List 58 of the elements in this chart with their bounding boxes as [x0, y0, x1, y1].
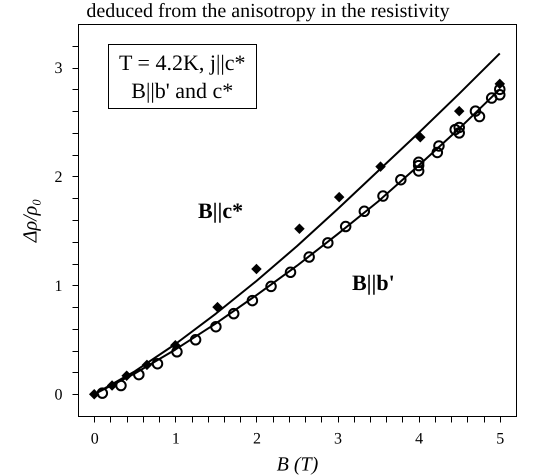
point — [246, 294, 258, 306]
point — [412, 156, 424, 168]
point — [340, 220, 352, 232]
point — [412, 165, 424, 177]
point — [106, 380, 118, 391]
point — [265, 280, 277, 292]
point — [470, 105, 482, 117]
point — [322, 237, 334, 249]
y-tick-label: 1 — [54, 278, 62, 295]
point — [303, 251, 315, 263]
x-tick-label: 5 — [496, 430, 504, 448]
point — [121, 370, 132, 381]
point — [433, 140, 445, 152]
annotation: T = 4.2K, j||c* — [119, 49, 246, 76]
point — [453, 122, 465, 134]
x-tick-label: 4 — [415, 430, 424, 448]
x-axis-title: B (T) — [276, 454, 319, 476]
point — [377, 190, 389, 202]
point — [395, 174, 407, 186]
point — [454, 106, 464, 116]
annotation: B||b' — [352, 270, 395, 296]
y-axis-title: Δρ/ρ₀ — [20, 198, 42, 244]
point — [412, 160, 424, 172]
point — [152, 358, 164, 370]
point — [486, 92, 498, 104]
point — [494, 84, 506, 96]
text-box: T = 4.2K, j||c* B||b' and c* — [108, 44, 257, 109]
point — [449, 124, 461, 136]
point — [415, 132, 426, 142]
point — [494, 89, 506, 101]
point — [210, 320, 222, 332]
point — [432, 146, 444, 158]
point — [358, 206, 370, 218]
point — [294, 223, 305, 234]
point — [334, 192, 344, 202]
point — [171, 346, 183, 358]
y-tick-label: 2 — [54, 168, 62, 186]
x-tick-label: 0 — [90, 430, 99, 448]
annotation: B||b' and c* — [130, 76, 234, 104]
point — [115, 380, 127, 392]
point — [251, 264, 262, 274]
x-tick-label: 3 — [334, 430, 342, 448]
point — [96, 387, 108, 399]
y-tick-label: 0 — [54, 386, 62, 404]
point — [142, 360, 152, 370]
point — [375, 161, 386, 172]
x-tick-label: 2 — [252, 430, 261, 448]
point — [228, 308, 240, 320]
point — [190, 334, 202, 346]
point — [284, 266, 296, 278]
point — [474, 110, 486, 122]
x-tick-label: 1 — [172, 430, 180, 448]
y-tick-label: 3 — [54, 60, 62, 78]
annotation: B||c* — [198, 198, 244, 224]
point — [453, 127, 465, 139]
point — [133, 368, 145, 380]
point — [212, 302, 223, 312]
text: deduced from the anisotropy in the resistivity — [85, 0, 451, 23]
